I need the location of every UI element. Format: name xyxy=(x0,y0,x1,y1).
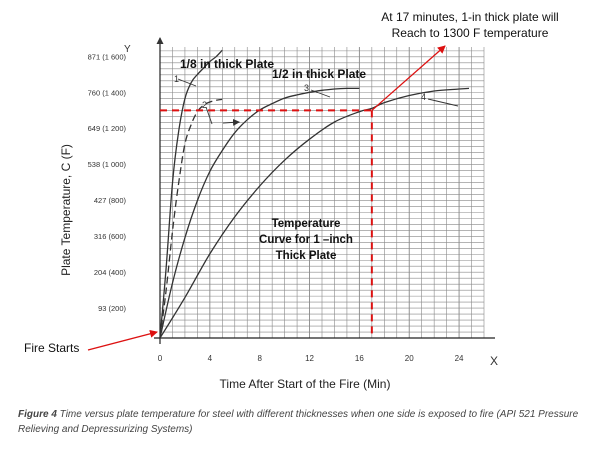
y-tick-label: 427 (800) xyxy=(94,196,127,205)
y-tick-label: 760 (1 400) xyxy=(88,88,127,97)
y-axis-letter: Y xyxy=(124,44,131,55)
caption-label: Figure 4 xyxy=(18,409,57,420)
curve-2-end-arrow xyxy=(222,118,240,126)
reference-lines xyxy=(160,109,373,338)
chart-axes xyxy=(154,37,495,344)
one-inch-curve-line-1: Temperature xyxy=(272,218,341,230)
x-tick-label: 20 xyxy=(405,354,414,363)
figure-caption: Figure 4 Time versus plate temperature f… xyxy=(18,407,593,437)
label-eighth-inch-plate: 1/8 in thick Plate xyxy=(180,57,274,71)
curve-4-leader xyxy=(427,98,459,107)
top-note-line-2: Reach to 1300 F temperature xyxy=(392,26,549,40)
chart-series xyxy=(159,49,470,339)
curve-1-leader xyxy=(177,78,197,87)
y-tick-label: 538 (1 000) xyxy=(88,160,127,169)
label-half-inch-plate: 1/2 in thick Plate xyxy=(272,67,366,81)
curve-number-3: 3 xyxy=(304,83,309,93)
x-tick-label: 8 xyxy=(257,354,262,363)
one-inch-curve-line-3: Thick Plate xyxy=(276,250,337,262)
x-tick-label: 24 xyxy=(455,354,464,363)
series-line-curve-2 xyxy=(159,98,223,339)
top-note: At 17 minutes, 1-in thick plate will Rea… xyxy=(381,10,558,40)
caption-text: Time versus plate temperature for steel … xyxy=(18,409,579,435)
x-tick-label: 4 xyxy=(208,354,213,363)
x-tick-label: 12 xyxy=(305,354,314,363)
x-tick-label: 0 xyxy=(158,354,163,363)
one-inch-curve-line-2: Curve for 1 –inch xyxy=(259,234,353,246)
curve-number-2: 2 xyxy=(202,100,207,110)
curve-number-1: 1 xyxy=(174,74,179,84)
y-tick-label: 649 (1 200) xyxy=(88,124,127,133)
x-axis-letter: X xyxy=(490,354,498,368)
y-tick-label: 204 (400) xyxy=(94,268,127,277)
curve-number-4: 4 xyxy=(421,92,426,102)
y-tick-label: 93 (200) xyxy=(98,304,126,313)
curve-2-leader xyxy=(205,106,213,125)
top-note-line-1: At 17 minutes, 1-in thick plate will xyxy=(381,10,558,24)
x-tick-label: 16 xyxy=(355,354,364,363)
fire-starts-arrow xyxy=(87,329,158,351)
y-axis-title: Plate Temperature, C (F) xyxy=(59,144,73,276)
series-line-curve-1 xyxy=(159,49,223,339)
label-one-inch-curve: Temperature Curve for 1 –inch Thick Plat… xyxy=(259,218,353,262)
top-note-arrow xyxy=(371,45,446,111)
x-axis-title: Time After Start of the Fire (Min) xyxy=(220,377,391,391)
curve-3-leader xyxy=(310,89,331,98)
series-line-curve-4 xyxy=(159,87,470,339)
y-tick-label: 316 (600) xyxy=(94,232,127,241)
y-tick-label: 871 (1 600) xyxy=(88,52,127,61)
fire-starts-label: Fire Starts xyxy=(24,341,79,355)
